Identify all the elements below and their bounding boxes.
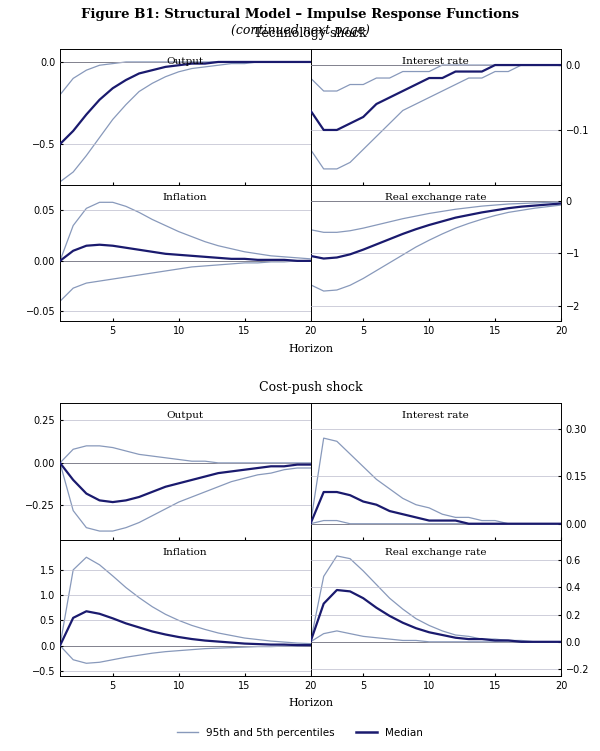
Text: Interest rate: Interest rate — [403, 412, 469, 421]
Text: Output: Output — [167, 412, 204, 421]
Text: Cost-push shock: Cost-push shock — [259, 382, 362, 394]
Text: Horizon: Horizon — [288, 698, 333, 708]
Text: Real exchange rate: Real exchange rate — [385, 193, 487, 202]
Text: Inflation: Inflation — [163, 193, 208, 202]
Text: Output: Output — [167, 57, 204, 66]
Text: Interest rate: Interest rate — [403, 57, 469, 66]
Text: Technology shock: Technology shock — [254, 27, 367, 40]
Text: Real exchange rate: Real exchange rate — [385, 547, 487, 556]
Text: (continued next page): (continued next page) — [230, 24, 370, 37]
Text: Inflation: Inflation — [163, 547, 208, 556]
Legend: 95th and 5th percentiles, Median: 95th and 5th percentiles, Median — [173, 724, 427, 742]
Text: Horizon: Horizon — [288, 344, 333, 354]
Text: Figure B1: Structural Model – Impulse Response Functions: Figure B1: Structural Model – Impulse Re… — [81, 8, 519, 20]
